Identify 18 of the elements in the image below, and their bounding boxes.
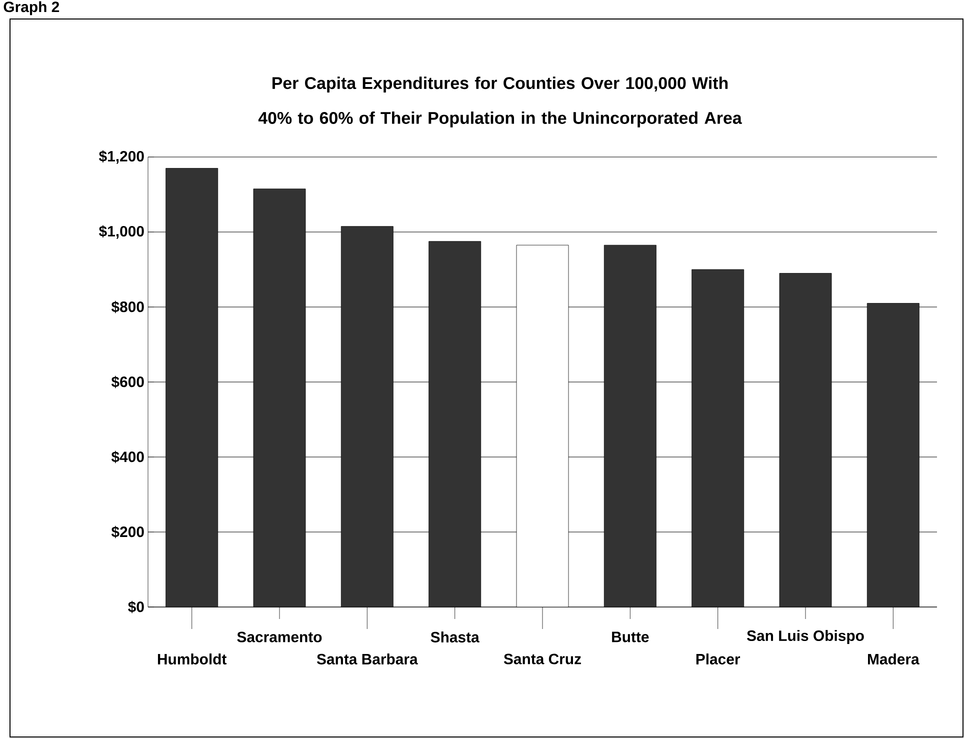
caption: Graph 2: [4, 1, 60, 16]
y-tick-label: $800: [111, 300, 144, 314]
x-tick-label: Santa Barbara: [316, 654, 418, 664]
y-tick-label: $600: [111, 376, 144, 388]
y-tick-label: $200: [111, 526, 144, 538]
y-tick-label: $1,000: [98, 225, 144, 239]
x-tick-label: Sacramento: [237, 632, 322, 642]
x-tick-label: Humboldt: [158, 654, 227, 664]
x-tick-label: Madera: [868, 654, 920, 664]
y-tick-label: $0: [128, 600, 144, 614]
x-tick-label: Shasta: [430, 632, 480, 642]
x-tick-label: Placer: [696, 654, 740, 664]
x-tick-label: San Luis Obispo: [746, 630, 864, 644]
x-tick-label: Butte: [612, 632, 649, 642]
y-tick-label: $400: [111, 450, 144, 464]
chart-title: Per Capita Expenditures for Counties Over 100,000 With 40% to 60% of Their Population in the Unincorporated Area: [258, 76, 742, 128]
y-tick-label: $1,200: [98, 150, 144, 164]
x-tick-label: Santa Cruz: [504, 654, 581, 664]
